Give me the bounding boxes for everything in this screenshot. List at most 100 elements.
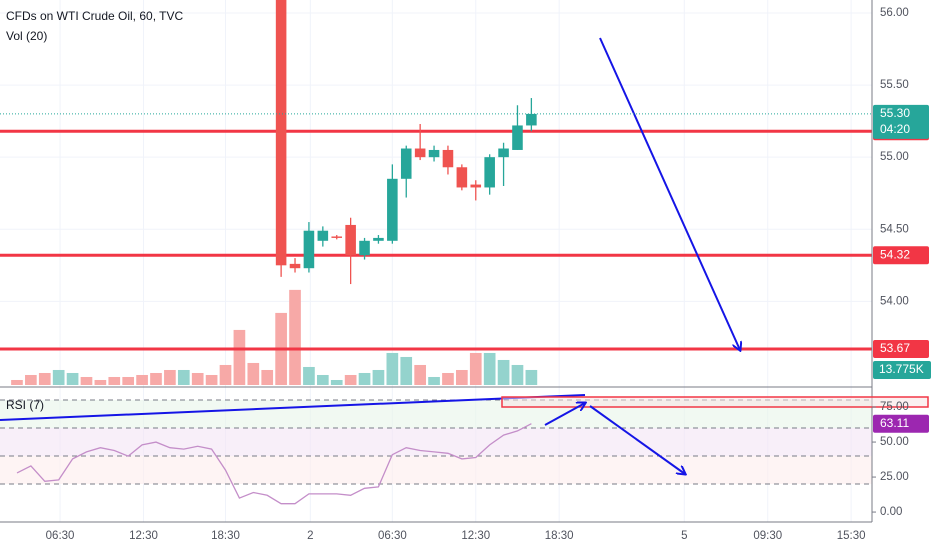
volume-bar <box>316 374 329 385</box>
y-tick-label: 55.00 <box>880 151 909 163</box>
volume-bar <box>344 374 357 385</box>
zone-rect <box>501 396 929 408</box>
candle-body <box>400 148 412 179</box>
rsi-title: RSI (7) <box>6 398 44 412</box>
x-tick-label: 5 <box>681 530 687 542</box>
trend-line <box>0 394 586 421</box>
candle-body <box>484 157 495 188</box>
volume-bar <box>400 356 413 385</box>
volume-bar <box>330 379 343 385</box>
arrow <box>544 403 585 426</box>
last-price-label: 55.30 <box>880 106 910 120</box>
volume-bar <box>428 376 440 385</box>
volume-title: Vol (20) <box>6 29 47 43</box>
volume-bar <box>303 366 315 385</box>
x-tick-label: 12:30 <box>129 530 158 542</box>
y-tick-label: 56.00 <box>880 7 909 19</box>
last-price-bg <box>873 104 929 139</box>
chart-title: CFDs on WTI Crude Oil, 60, TVC <box>6 9 183 23</box>
volume-bar <box>414 364 426 385</box>
volume-bar <box>442 372 454 385</box>
candle-body <box>498 148 509 158</box>
volume-bar <box>525 369 538 385</box>
candle-body <box>359 240 370 256</box>
rsi-band-mid <box>0 428 872 456</box>
volume-bar <box>191 372 204 385</box>
y-tick-label: 54.00 <box>880 295 909 307</box>
volume-bar <box>38 372 51 385</box>
volume-bar <box>358 372 371 385</box>
volume-bar <box>205 374 218 385</box>
x-tick-label: 12:30 <box>461 530 490 542</box>
volume-bar <box>261 369 274 385</box>
volume-bar <box>247 362 260 385</box>
rsi-line <box>16 423 532 505</box>
y-tick-label: 75.00 <box>880 401 909 413</box>
volume-bar <box>469 352 482 385</box>
volume-bar <box>66 372 79 385</box>
volume-bar <box>497 359 510 385</box>
volume-bar <box>483 352 496 385</box>
volume-bar <box>80 376 93 385</box>
arrow <box>589 405 685 474</box>
candle-body <box>275 0 287 266</box>
candle-body <box>512 125 523 150</box>
rsi-label: 63.11 <box>880 416 909 430</box>
x-tick-label: 09:30 <box>753 530 782 542</box>
x-tick-label: 06:30 <box>46 530 75 542</box>
volume-bar <box>233 329 246 385</box>
candles-layer <box>275 0 537 285</box>
volume-label-bg <box>873 360 931 379</box>
volume-bar <box>108 376 121 385</box>
volume-bar <box>94 379 107 385</box>
arrow <box>599 37 740 350</box>
candle-body <box>387 178 398 241</box>
volume-bar <box>289 289 301 385</box>
volume-bar <box>219 364 232 385</box>
price-line-label: 54.32 <box>880 247 910 261</box>
volume-bar <box>177 369 190 385</box>
grid <box>0 0 872 522</box>
x-tick-label: 18:30 <box>211 530 240 542</box>
x-tick-label: 18:30 <box>545 530 574 542</box>
price-line-label-bg <box>873 339 929 358</box>
candle-body <box>303 230 315 269</box>
candle-body <box>331 236 343 238</box>
volume-bar <box>372 369 385 385</box>
candle-body <box>442 149 454 168</box>
volume-bar <box>52 369 65 385</box>
price-lines <box>0 129 872 351</box>
price-line-label: 53.67 <box>880 341 910 355</box>
candle-body <box>317 230 329 241</box>
volume-bar <box>164 369 176 385</box>
volume-bar <box>25 374 37 385</box>
candle-body <box>345 224 356 256</box>
candle-body <box>526 113 537 126</box>
rsi-layer <box>0 399 872 505</box>
y-tick-label: 0.00 <box>880 506 902 518</box>
candle-body <box>456 167 468 188</box>
x-tick-label: 06:30 <box>378 530 407 542</box>
candle-body <box>373 237 384 241</box>
x-tick-label: 15:30 <box>837 530 866 542</box>
rsi-label-bg <box>873 414 929 433</box>
candle-body <box>470 184 482 188</box>
volume-bar <box>136 374 148 385</box>
axis-labels: 06:30 12:30 18:30 2 06:30 12:30 18:30 5 09:30 15:… <box>0 7 931 542</box>
price-line-label-bg <box>873 246 929 265</box>
y-tick-label: 25.00 <box>880 471 909 483</box>
candle-body <box>414 148 426 158</box>
volume-label: 13.775K <box>879 362 924 376</box>
volume-bar <box>386 352 399 385</box>
volume-bar <box>122 376 135 385</box>
y-tick-label: 54.50 <box>880 223 909 235</box>
countdown-label: 04:20 <box>880 122 910 136</box>
volume-bar <box>150 372 162 385</box>
rsi-band-low <box>0 456 872 484</box>
y-tick-label: 55.50 <box>880 79 909 91</box>
volume-bar <box>456 369 468 385</box>
volume-layer <box>11 289 538 385</box>
candle-body <box>289 263 301 269</box>
x-tick-label: 2 <box>307 530 313 542</box>
